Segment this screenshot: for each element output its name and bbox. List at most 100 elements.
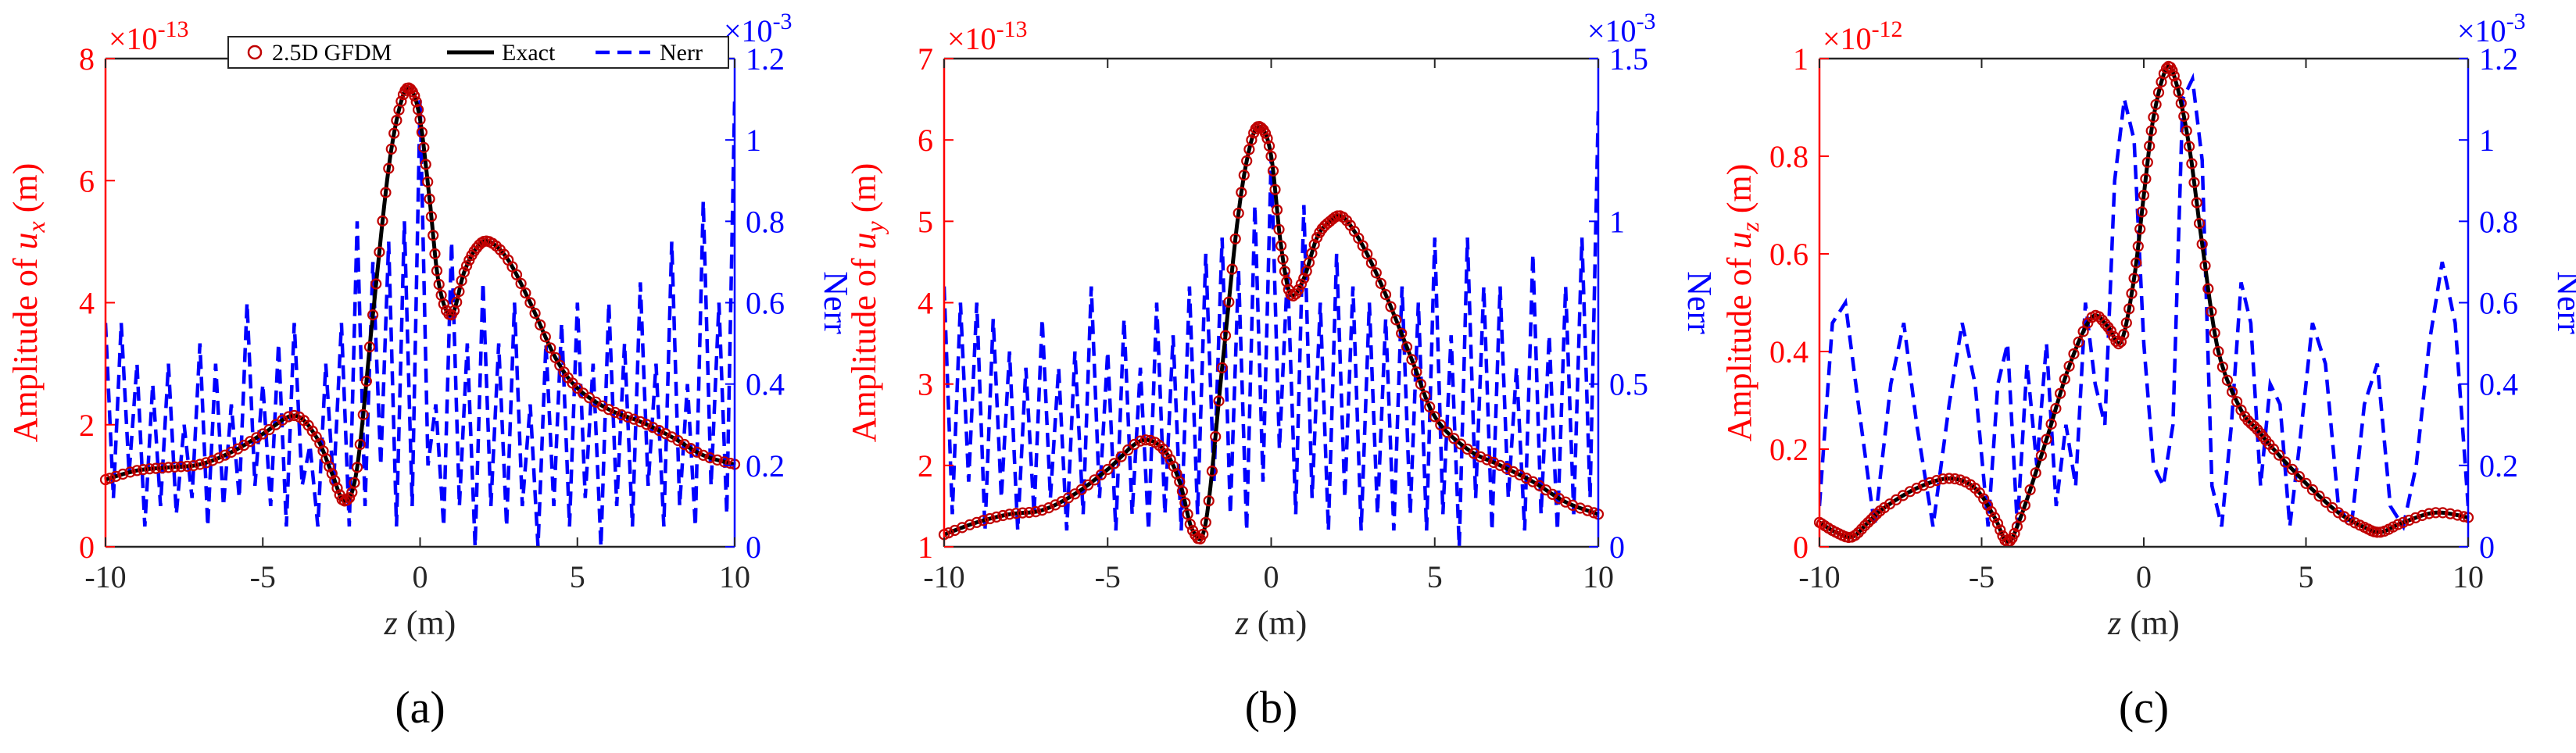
gfdm-point <box>539 331 551 343</box>
y-right-axis-label: Nerr <box>1680 271 1719 334</box>
gfdm-point <box>2063 360 2075 372</box>
gfdm-point <box>1930 474 1943 487</box>
gfdm-point <box>2273 449 2285 461</box>
gfdm-series-markers <box>1813 60 2474 548</box>
gfdm-point <box>1862 516 1874 528</box>
gfdm-point <box>342 494 353 506</box>
gfdm-point <box>331 482 343 494</box>
gfdm-point <box>2113 338 2124 350</box>
gfdm-point <box>1108 458 1120 469</box>
x-tick-label: 10 <box>2453 559 2484 594</box>
y-left-tick-label: 6 <box>918 123 933 158</box>
exact-series-line <box>105 85 735 503</box>
gfdm-point <box>535 319 546 331</box>
y-left-tick-label: 1 <box>918 530 933 565</box>
gfdm-point <box>1911 482 1923 494</box>
gfdm-point <box>344 492 356 504</box>
x-axis-var: z <box>384 604 398 642</box>
x-tick-label: 10 <box>719 559 750 594</box>
gfdm-point <box>2035 450 2047 462</box>
gfdm-point <box>2338 511 2350 523</box>
exact-series-line <box>943 124 1599 541</box>
left-exponent-label: ×10-13 <box>109 16 189 56</box>
gfdm-point <box>1365 257 1378 269</box>
y-left-label-prefix: Amplitude of <box>1720 249 1758 442</box>
gfdm-point <box>628 413 640 425</box>
nerr-series-line <box>944 107 1598 547</box>
gfdm-point <box>1179 497 1191 509</box>
gfdm-point <box>2059 373 2070 385</box>
gfdm-point <box>188 459 199 472</box>
gfdm-point <box>1129 438 1140 451</box>
gfdm-point <box>2293 470 2305 483</box>
gfdm-point <box>2202 283 2214 294</box>
gfdm-point <box>641 419 653 430</box>
gfdm-point <box>1424 401 1436 413</box>
gfdm-point <box>1487 456 1500 469</box>
gfdm-point <box>1229 233 1241 244</box>
gfdm-point <box>2410 512 2421 524</box>
gfdm-point <box>1375 277 1386 289</box>
gfdm-point <box>2041 434 2052 445</box>
gfdm-point <box>2024 484 2036 496</box>
x-tick-label: 0 <box>2136 559 2152 594</box>
panel-label: (c) <box>2119 682 2169 733</box>
gfdm-point <box>2280 456 2292 468</box>
gfdm-point <box>1379 289 1392 301</box>
gfdm-point <box>660 428 671 440</box>
y-right-tick-label: 1.5 <box>1609 41 1648 77</box>
y-left-tick-label: 0.8 <box>1769 139 1809 174</box>
gfdm-point <box>2134 223 2146 235</box>
gfdm-point <box>2430 507 2442 519</box>
gfdm-point <box>412 104 424 116</box>
right-exponent-label: ×10-3 <box>1587 9 1656 48</box>
gfdm-point <box>431 265 443 277</box>
gfdm-point <box>1337 212 1349 223</box>
x-axis-label: z (m) <box>384 604 456 642</box>
gfdm-point <box>2320 496 2332 509</box>
gfdm-point <box>1866 513 1877 526</box>
gfdm-point <box>2131 257 2142 269</box>
gfdm-point <box>2055 387 2066 399</box>
gfdm-point <box>219 449 231 461</box>
gfdm-point <box>615 409 628 421</box>
gfdm-point <box>520 287 531 299</box>
gfdm-point <box>1236 187 1247 198</box>
gfdm-point <box>433 279 445 291</box>
gfdm-point <box>1508 466 1519 478</box>
gfdm-point <box>2099 318 2111 330</box>
gfdm-point <box>978 515 989 526</box>
gfdm-point <box>410 96 422 108</box>
gfdm-point <box>2126 287 2138 299</box>
legend-label-gfdm: 2.5D GFDM <box>272 40 392 66</box>
gfdm-point <box>1406 354 1418 366</box>
gfdm-point <box>425 211 438 223</box>
gfdm-point <box>2286 463 2298 475</box>
gfdm-point <box>1226 263 1238 275</box>
y-left-tick-label: 7 <box>918 41 933 77</box>
y-left-tick-label: 3 <box>918 367 933 402</box>
y-left-label-var: u <box>1720 232 1758 249</box>
y-left-tick-label: 5 <box>918 204 933 239</box>
gfdm-point <box>964 519 975 530</box>
gfdm-point <box>1991 517 2004 530</box>
gfdm-point <box>458 266 470 278</box>
y-left-label-unit: (m) <box>845 163 883 222</box>
gfdm-point <box>2178 110 2190 122</box>
y-right-tick-label: 0.8 <box>746 204 785 239</box>
gfdm-point <box>418 141 430 153</box>
gfdm-point <box>2300 477 2312 489</box>
left-exponent-base: ×10 <box>947 21 996 56</box>
gfdm-point <box>1475 451 1487 462</box>
gfdm-point <box>453 286 465 298</box>
gfdm-point <box>603 404 615 416</box>
y-left-axis-label: Amplitude of uy (m) <box>845 163 889 443</box>
y-right-tick-label: 0 <box>746 530 761 565</box>
gfdm-point <box>451 296 463 308</box>
x-tick-label: 0 <box>413 559 428 594</box>
gfdm-point <box>1263 140 1275 152</box>
legend-marker-gfdm <box>247 45 263 60</box>
gfdm-point <box>2009 527 2020 540</box>
gfdm-point <box>1281 276 1293 287</box>
gfdm-point <box>1435 419 1447 431</box>
